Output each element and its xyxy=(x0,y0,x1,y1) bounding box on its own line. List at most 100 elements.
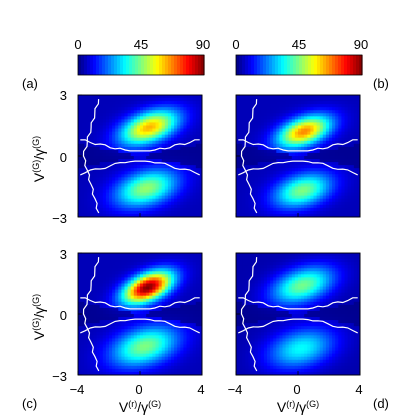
heatmap-cell xyxy=(112,98,116,102)
heatmap-cell xyxy=(78,177,82,181)
colorbar-cell xyxy=(317,55,321,75)
heatmap-cell xyxy=(270,95,274,99)
heatmap-cell xyxy=(341,207,345,212)
heatmap-cell xyxy=(115,101,119,105)
heatmap-cell xyxy=(242,195,246,200)
heatmap-cell xyxy=(298,253,302,257)
heatmap-cell xyxy=(332,101,336,105)
heatmap-cell xyxy=(96,344,101,349)
heatmap-cell xyxy=(285,110,290,114)
heatmap-cell xyxy=(87,314,91,318)
heatmap-cell xyxy=(307,204,311,209)
heatmap-cell xyxy=(84,341,88,345)
heatmap-cell xyxy=(282,134,287,139)
heatmap-cell xyxy=(174,332,178,336)
heatmap-cell xyxy=(136,371,141,376)
heatmap-cell xyxy=(87,183,91,187)
heatmap-cell xyxy=(124,171,129,175)
heatmap-cell xyxy=(257,110,262,114)
heatmap-cell xyxy=(124,165,129,169)
heatmap-cell xyxy=(260,110,265,114)
heatmap-cell xyxy=(180,298,184,303)
heatmap-cell xyxy=(140,134,144,139)
heatmap-cell xyxy=(248,137,252,142)
heatmap-cell xyxy=(267,128,271,133)
heatmap-cell xyxy=(102,113,107,117)
heatmap-cell xyxy=(146,283,150,288)
heatmap-cell xyxy=(143,183,147,187)
heatmap-cell xyxy=(341,168,345,172)
heatmap-cell xyxy=(81,140,85,145)
heatmap-cell xyxy=(136,298,141,303)
heatmap-cell xyxy=(183,268,187,272)
heatmap-cell xyxy=(180,289,184,294)
heatmap-cell xyxy=(353,95,358,99)
heatmap-cell xyxy=(245,131,249,136)
heatmap-cell xyxy=(133,329,138,333)
heatmap-cell xyxy=(353,101,358,105)
heatmap-cell xyxy=(195,207,200,212)
heatmap-cell xyxy=(260,189,265,194)
heatmap-cell xyxy=(329,110,333,114)
heatmap-cell xyxy=(189,183,194,187)
heatmap-cell xyxy=(322,183,327,187)
heatmap-cell xyxy=(158,116,163,120)
heatmap-cell xyxy=(171,116,175,120)
heatmap-cell xyxy=(198,122,203,126)
colorbar-cell xyxy=(257,55,261,75)
heatmap-cell xyxy=(140,298,144,303)
heatmap-cell xyxy=(310,201,314,206)
heatmap-cell xyxy=(183,365,187,370)
heatmap-cell xyxy=(164,192,169,197)
heatmap-cell xyxy=(127,307,132,312)
heatmap-cell xyxy=(78,192,82,197)
heatmap-cell xyxy=(198,210,203,215)
heatmap-cell xyxy=(90,329,94,333)
heatmap-cell xyxy=(183,271,187,275)
heatmap-cell xyxy=(133,207,138,212)
heatmap-cell xyxy=(93,353,98,358)
heatmap-cell xyxy=(99,189,104,194)
heatmap-cell xyxy=(130,162,135,166)
heatmap-cell xyxy=(164,210,169,215)
heatmap-cell xyxy=(174,277,178,281)
heatmap-panel-d xyxy=(235,252,361,376)
heatmap-cell xyxy=(93,101,98,105)
heatmap-cell xyxy=(301,95,305,99)
heatmap-cell xyxy=(338,116,342,120)
heatmap-cell xyxy=(198,344,203,349)
heatmap-cell xyxy=(115,131,119,136)
heatmap-cell xyxy=(353,201,358,206)
heatmap-cell xyxy=(294,101,299,105)
heatmap-cell xyxy=(298,183,302,187)
heatmap-cell xyxy=(130,280,135,284)
heatmap-cell xyxy=(288,177,293,181)
heatmap-cell xyxy=(192,198,197,203)
heatmap-cell xyxy=(152,265,156,269)
heatmap-cell xyxy=(171,189,175,194)
heatmap-cell xyxy=(322,186,327,191)
heatmap-cell xyxy=(192,128,197,133)
heatmap-cell xyxy=(158,338,163,342)
heatmap-cell xyxy=(81,183,85,187)
contour-line xyxy=(80,139,200,152)
heatmap-cell xyxy=(260,140,265,145)
heatmap-cell xyxy=(136,146,141,151)
heatmap-cell xyxy=(183,329,187,333)
heatmap-cell xyxy=(146,289,150,294)
heatmap-cell xyxy=(124,189,129,194)
heatmap-cell xyxy=(133,213,138,218)
heatmap-cell xyxy=(174,195,178,200)
heatmap-cell xyxy=(353,131,358,136)
heatmap-cell xyxy=(335,107,339,111)
heatmap-cell xyxy=(133,259,138,263)
heatmap-cell xyxy=(136,134,141,139)
heatmap-cell xyxy=(177,165,181,169)
heatmap-cell xyxy=(248,134,252,139)
heatmap-cell xyxy=(174,259,178,263)
heatmap-cell xyxy=(195,201,200,206)
heatmap-cell xyxy=(325,198,330,203)
heatmap-cell xyxy=(93,338,98,342)
heatmap-cell xyxy=(84,168,88,172)
heatmap-cell xyxy=(167,204,172,209)
